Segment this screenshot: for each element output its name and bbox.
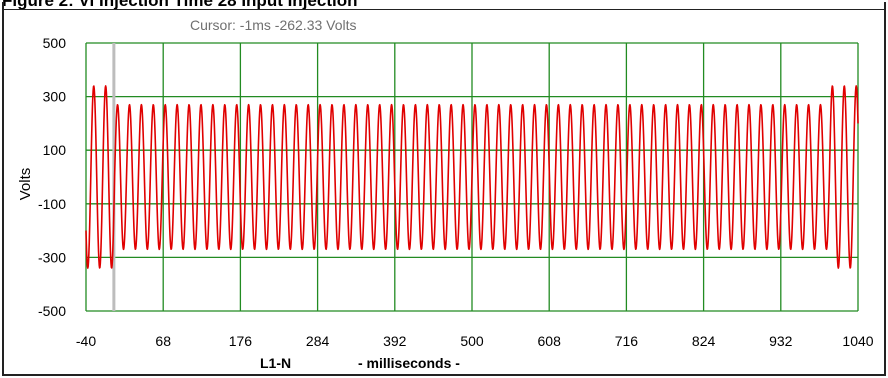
x-tick-label-4: 392 bbox=[383, 333, 407, 349]
x-axis-label: - milliseconds - bbox=[358, 355, 460, 371]
y-axis-label: Volts bbox=[17, 168, 34, 201]
y-tick-label-4: -300 bbox=[38, 249, 66, 265]
trace-segment-0 bbox=[85, 85, 116, 269]
x-tick-label-9: 932 bbox=[769, 333, 793, 349]
frame-top-border bbox=[2, 9, 886, 10]
x-tick-label-6: 608 bbox=[538, 333, 562, 349]
y-tick-label-3: -100 bbox=[38, 196, 66, 212]
x-tick-label-7: 716 bbox=[615, 333, 639, 349]
x-tick-label-5: 500 bbox=[460, 333, 484, 349]
x-tick-label-8: 824 bbox=[692, 333, 716, 349]
x-tick-label-2: 176 bbox=[229, 333, 253, 349]
y-tick-label-2: 100 bbox=[43, 142, 67, 158]
y-tick-labels: 500 300 100 -100 -300 -500 bbox=[38, 35, 66, 319]
frame-left-border bbox=[2, 2, 4, 374]
trace-segment-1 bbox=[113, 103, 831, 251]
clipped-figure-caption: Figure 2: Vi Injection Time 28 Input Inj… bbox=[0, 0, 888, 9]
x-tick-labels: -40 68 176 284 392 500 608 716 824 932 1040 bbox=[76, 333, 874, 349]
figure-caption-text: Figure 2: Vi Injection Time 28 Input Inj… bbox=[2, 0, 357, 9]
voltage-trace bbox=[85, 85, 859, 269]
trace-segment-2 bbox=[828, 85, 859, 269]
y-tick-label-1: 300 bbox=[43, 89, 67, 105]
x-tick-label-10: 1040 bbox=[842, 333, 873, 349]
y-tick-label-0: 500 bbox=[43, 35, 67, 51]
x-tick-label-0: -40 bbox=[76, 333, 96, 349]
cursor-readout: Cursor: -1ms -262.33 Volts bbox=[190, 17, 357, 33]
frame-right-border bbox=[884, 2, 886, 374]
y-tick-label-5: -500 bbox=[38, 303, 66, 319]
channel-label: L1-N bbox=[260, 355, 291, 371]
x-tick-label-3: 284 bbox=[306, 333, 330, 349]
frame-bottom-border bbox=[2, 374, 886, 376]
x-tick-label-1: 68 bbox=[155, 333, 171, 349]
